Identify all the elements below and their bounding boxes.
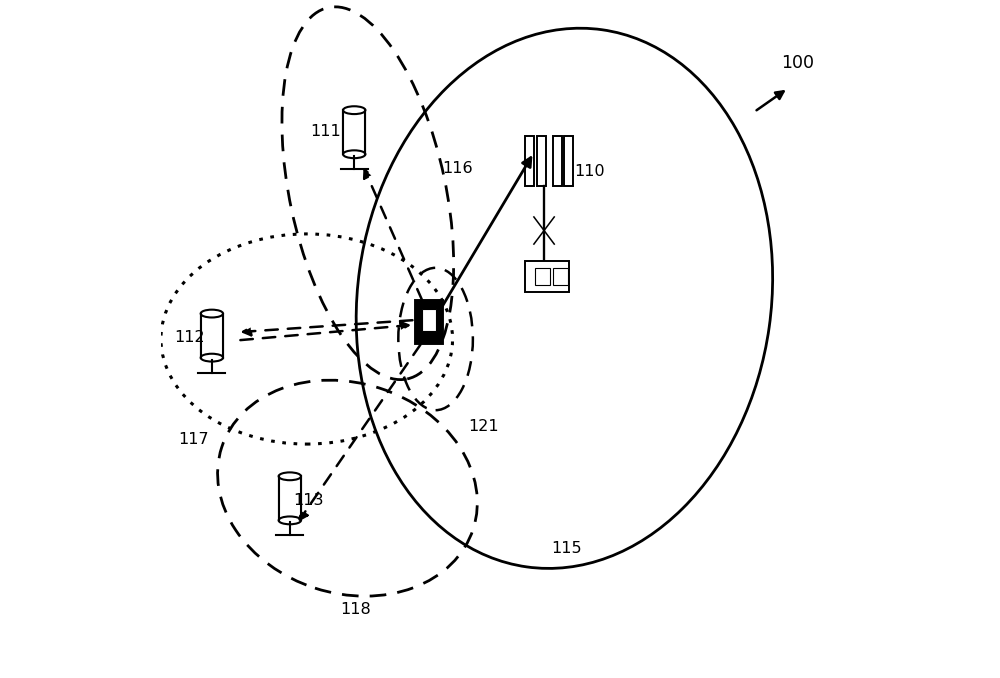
FancyBboxPatch shape [564, 136, 573, 186]
FancyBboxPatch shape [535, 268, 550, 285]
FancyBboxPatch shape [525, 261, 569, 292]
Text: 115: 115 [551, 540, 581, 555]
FancyBboxPatch shape [537, 136, 546, 186]
FancyBboxPatch shape [525, 136, 534, 186]
Text: 112: 112 [175, 330, 205, 345]
Text: 111: 111 [310, 123, 341, 138]
Ellipse shape [279, 517, 301, 524]
Text: 110: 110 [575, 164, 605, 179]
FancyBboxPatch shape [201, 313, 223, 358]
Ellipse shape [343, 106, 365, 114]
Text: 118: 118 [341, 601, 371, 616]
Text: 117: 117 [178, 432, 209, 447]
Ellipse shape [201, 354, 223, 361]
FancyBboxPatch shape [416, 301, 442, 343]
FancyBboxPatch shape [343, 111, 365, 155]
FancyBboxPatch shape [422, 309, 436, 332]
Ellipse shape [201, 310, 223, 317]
Ellipse shape [343, 151, 365, 158]
FancyBboxPatch shape [279, 476, 301, 521]
Ellipse shape [279, 473, 301, 480]
Text: 116: 116 [442, 161, 473, 176]
Text: 121: 121 [468, 418, 499, 433]
FancyBboxPatch shape [553, 268, 568, 285]
FancyBboxPatch shape [553, 136, 562, 186]
Text: 113: 113 [293, 493, 324, 508]
Text: 100: 100 [781, 54, 814, 72]
